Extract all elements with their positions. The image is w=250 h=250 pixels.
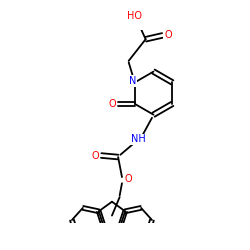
Text: O: O: [124, 174, 132, 184]
Text: HO: HO: [126, 11, 142, 21]
Text: O: O: [164, 30, 172, 40]
Text: O: O: [109, 99, 116, 109]
Text: O: O: [92, 150, 100, 160]
Text: N: N: [129, 76, 136, 86]
Text: NH: NH: [131, 134, 146, 144]
